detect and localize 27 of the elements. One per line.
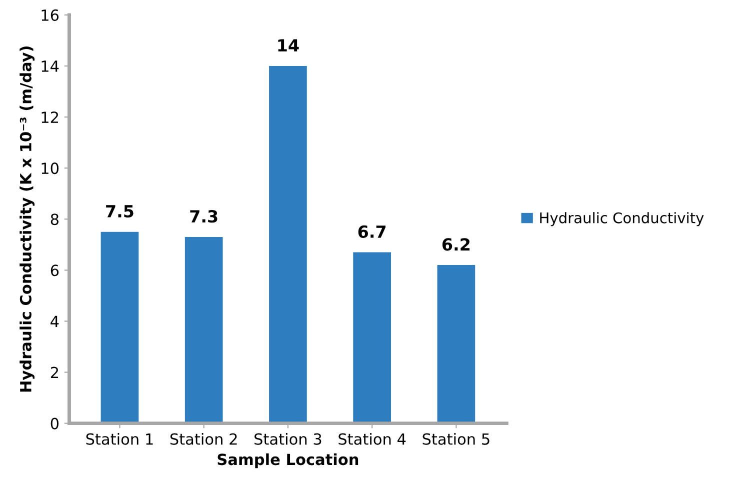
x-tick-label: Station 2 <box>170 433 237 445</box>
bar <box>269 66 307 424</box>
y-tick-label: 16 <box>42 9 59 21</box>
data-label: 7.5 <box>106 205 134 218</box>
y-tick-label: 6 <box>50 264 59 276</box>
y-tick-label: 14 <box>42 60 59 72</box>
y-tick-label: 10 <box>42 162 59 174</box>
bar <box>184 236 223 424</box>
x-tick-label: Station 4 <box>338 433 406 445</box>
data-label: 14 <box>278 39 299 52</box>
y-tick-label: 8 <box>50 214 58 226</box>
x-axis-title: Sample Location <box>218 453 358 468</box>
y-tick-label: 0 <box>50 418 59 430</box>
x-tick-label: Station 5 <box>422 433 490 445</box>
x-tick-label: Station 1 <box>86 433 153 445</box>
data-label: 6.2 <box>442 238 470 251</box>
x-tick-label: Station 3 <box>254 433 322 445</box>
y-tick-label: 4 <box>50 316 59 328</box>
y-axis-title: Hydraulic Conductivity (K x 10⁻³ (m/day) <box>20 46 35 392</box>
data-label: 6.7 <box>358 225 386 238</box>
bar <box>437 265 476 424</box>
bar <box>353 252 391 424</box>
y-tick-label: 12 <box>42 111 58 123</box>
data-label: 7.3 <box>190 210 218 223</box>
legend-label: Hydraulic Conductivity <box>540 212 704 226</box>
bar <box>100 232 139 424</box>
y-tick-label: 2 <box>50 366 58 378</box>
